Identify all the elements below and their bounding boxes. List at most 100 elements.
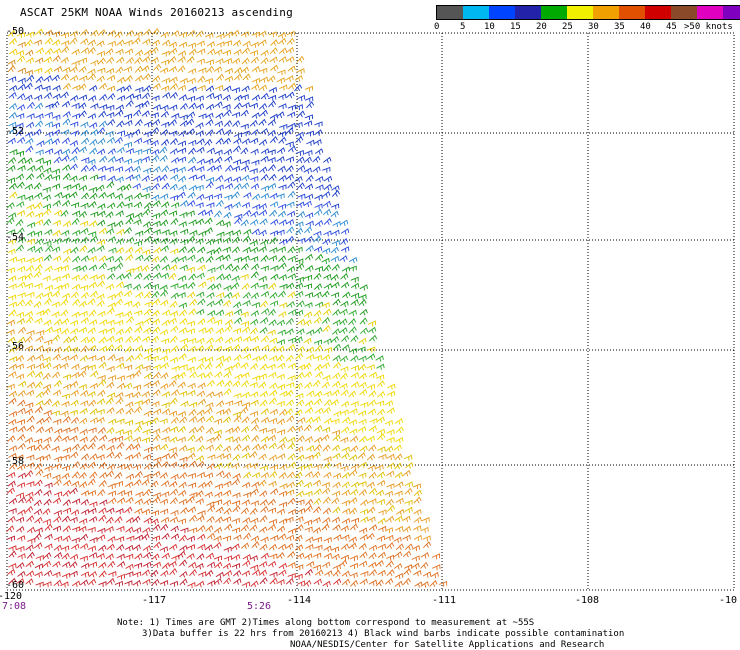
wind-barb xyxy=(250,256,259,263)
wind-barb xyxy=(231,478,241,486)
wind-barb xyxy=(231,246,240,254)
wind-barb xyxy=(367,346,376,353)
wind-barb xyxy=(33,128,42,136)
wind-barb xyxy=(286,282,295,290)
wind-barb xyxy=(414,581,423,588)
wind-barb xyxy=(107,354,116,361)
wind-barb xyxy=(331,328,341,335)
wind-barb xyxy=(171,374,180,381)
wind-barb xyxy=(135,420,144,427)
wind-barb xyxy=(413,508,422,516)
wind-barb xyxy=(259,465,268,471)
lat-label-60: -60 xyxy=(6,580,25,591)
wind-barb xyxy=(115,298,124,306)
wind-barb xyxy=(35,391,45,398)
wind-barb xyxy=(36,329,45,336)
wind-barb xyxy=(215,199,224,207)
wind-barb xyxy=(332,319,341,326)
wind-barb xyxy=(222,104,231,111)
wind-barb xyxy=(125,563,134,570)
wind-barb xyxy=(215,298,224,306)
wind-barb xyxy=(260,552,270,560)
wind-barb xyxy=(242,335,252,343)
wind-barb xyxy=(16,201,25,208)
wind-barb xyxy=(70,346,79,353)
wind-barb xyxy=(52,55,61,62)
wind-barb xyxy=(294,544,304,551)
wind-barb xyxy=(384,578,394,585)
wind-barb xyxy=(15,363,24,370)
wind-barb xyxy=(134,310,143,316)
wind-barb xyxy=(297,580,306,587)
wind-barb xyxy=(295,290,304,298)
wind-barb xyxy=(197,510,206,517)
wind-barb xyxy=(151,182,161,190)
wind-barb xyxy=(215,85,224,92)
wind-barb xyxy=(143,347,153,354)
wind-barb xyxy=(6,217,15,225)
wind-barb xyxy=(132,335,142,343)
wind-barb xyxy=(294,84,303,92)
wind-barb xyxy=(250,128,260,136)
wind-barb xyxy=(89,138,98,146)
wind-barb xyxy=(278,103,287,110)
wind-barb xyxy=(216,453,225,460)
wind-barb xyxy=(43,552,52,559)
wind-barb xyxy=(132,544,141,551)
wind-barb xyxy=(132,436,142,443)
wind-barb xyxy=(80,389,89,397)
wind-barb xyxy=(62,66,71,74)
wind-barb xyxy=(333,410,342,417)
wind-barb xyxy=(331,189,340,197)
wind-barb xyxy=(213,210,222,218)
wind-barb xyxy=(88,561,98,568)
wind-barb xyxy=(342,508,351,515)
wind-barb xyxy=(197,543,206,551)
wind-barb xyxy=(44,47,54,55)
wind-barb xyxy=(7,164,16,172)
wind-barb xyxy=(243,192,252,199)
wind-barb xyxy=(268,94,277,101)
wind-barb xyxy=(98,336,107,344)
wind-barb xyxy=(197,209,207,217)
wind-barb xyxy=(287,65,296,73)
wind-barb xyxy=(61,561,71,568)
wind-barb xyxy=(52,353,61,361)
wind-barb xyxy=(295,372,305,379)
wind-barb xyxy=(87,46,96,54)
wind-barb xyxy=(214,149,223,156)
wind-barb xyxy=(51,410,60,417)
wind-barb xyxy=(251,471,261,479)
wind-barb xyxy=(278,274,287,281)
wind-barb xyxy=(42,186,51,193)
wind-barb xyxy=(80,202,89,209)
wind-barb xyxy=(197,318,206,325)
wind-barb xyxy=(35,113,44,120)
wind-barb xyxy=(170,283,179,290)
wind-barb xyxy=(7,480,16,488)
wind-barb xyxy=(78,184,88,192)
wind-barb xyxy=(98,461,107,469)
wind-barb xyxy=(134,212,143,219)
wind-barb xyxy=(242,462,252,470)
wind-barb xyxy=(285,399,295,407)
wind-barb xyxy=(116,497,126,504)
wind-barb xyxy=(376,416,385,423)
wind-barb xyxy=(78,370,87,378)
wind-barb xyxy=(124,326,133,334)
wind-barb xyxy=(404,499,413,506)
wind-barb xyxy=(125,56,135,64)
wind-barb xyxy=(313,444,322,452)
wind-barb xyxy=(224,380,233,387)
lon-label-111: -111 xyxy=(432,595,457,606)
wind-barb xyxy=(24,335,33,343)
wind-barb xyxy=(7,568,16,576)
wind-barb xyxy=(25,470,34,478)
wind-barb xyxy=(225,400,234,407)
wind-barb xyxy=(368,371,378,379)
wind-barb xyxy=(188,308,197,316)
wind-barb xyxy=(52,48,62,55)
wind-barb xyxy=(223,58,233,65)
wind-barb xyxy=(52,276,61,283)
wind-barb xyxy=(222,299,232,307)
